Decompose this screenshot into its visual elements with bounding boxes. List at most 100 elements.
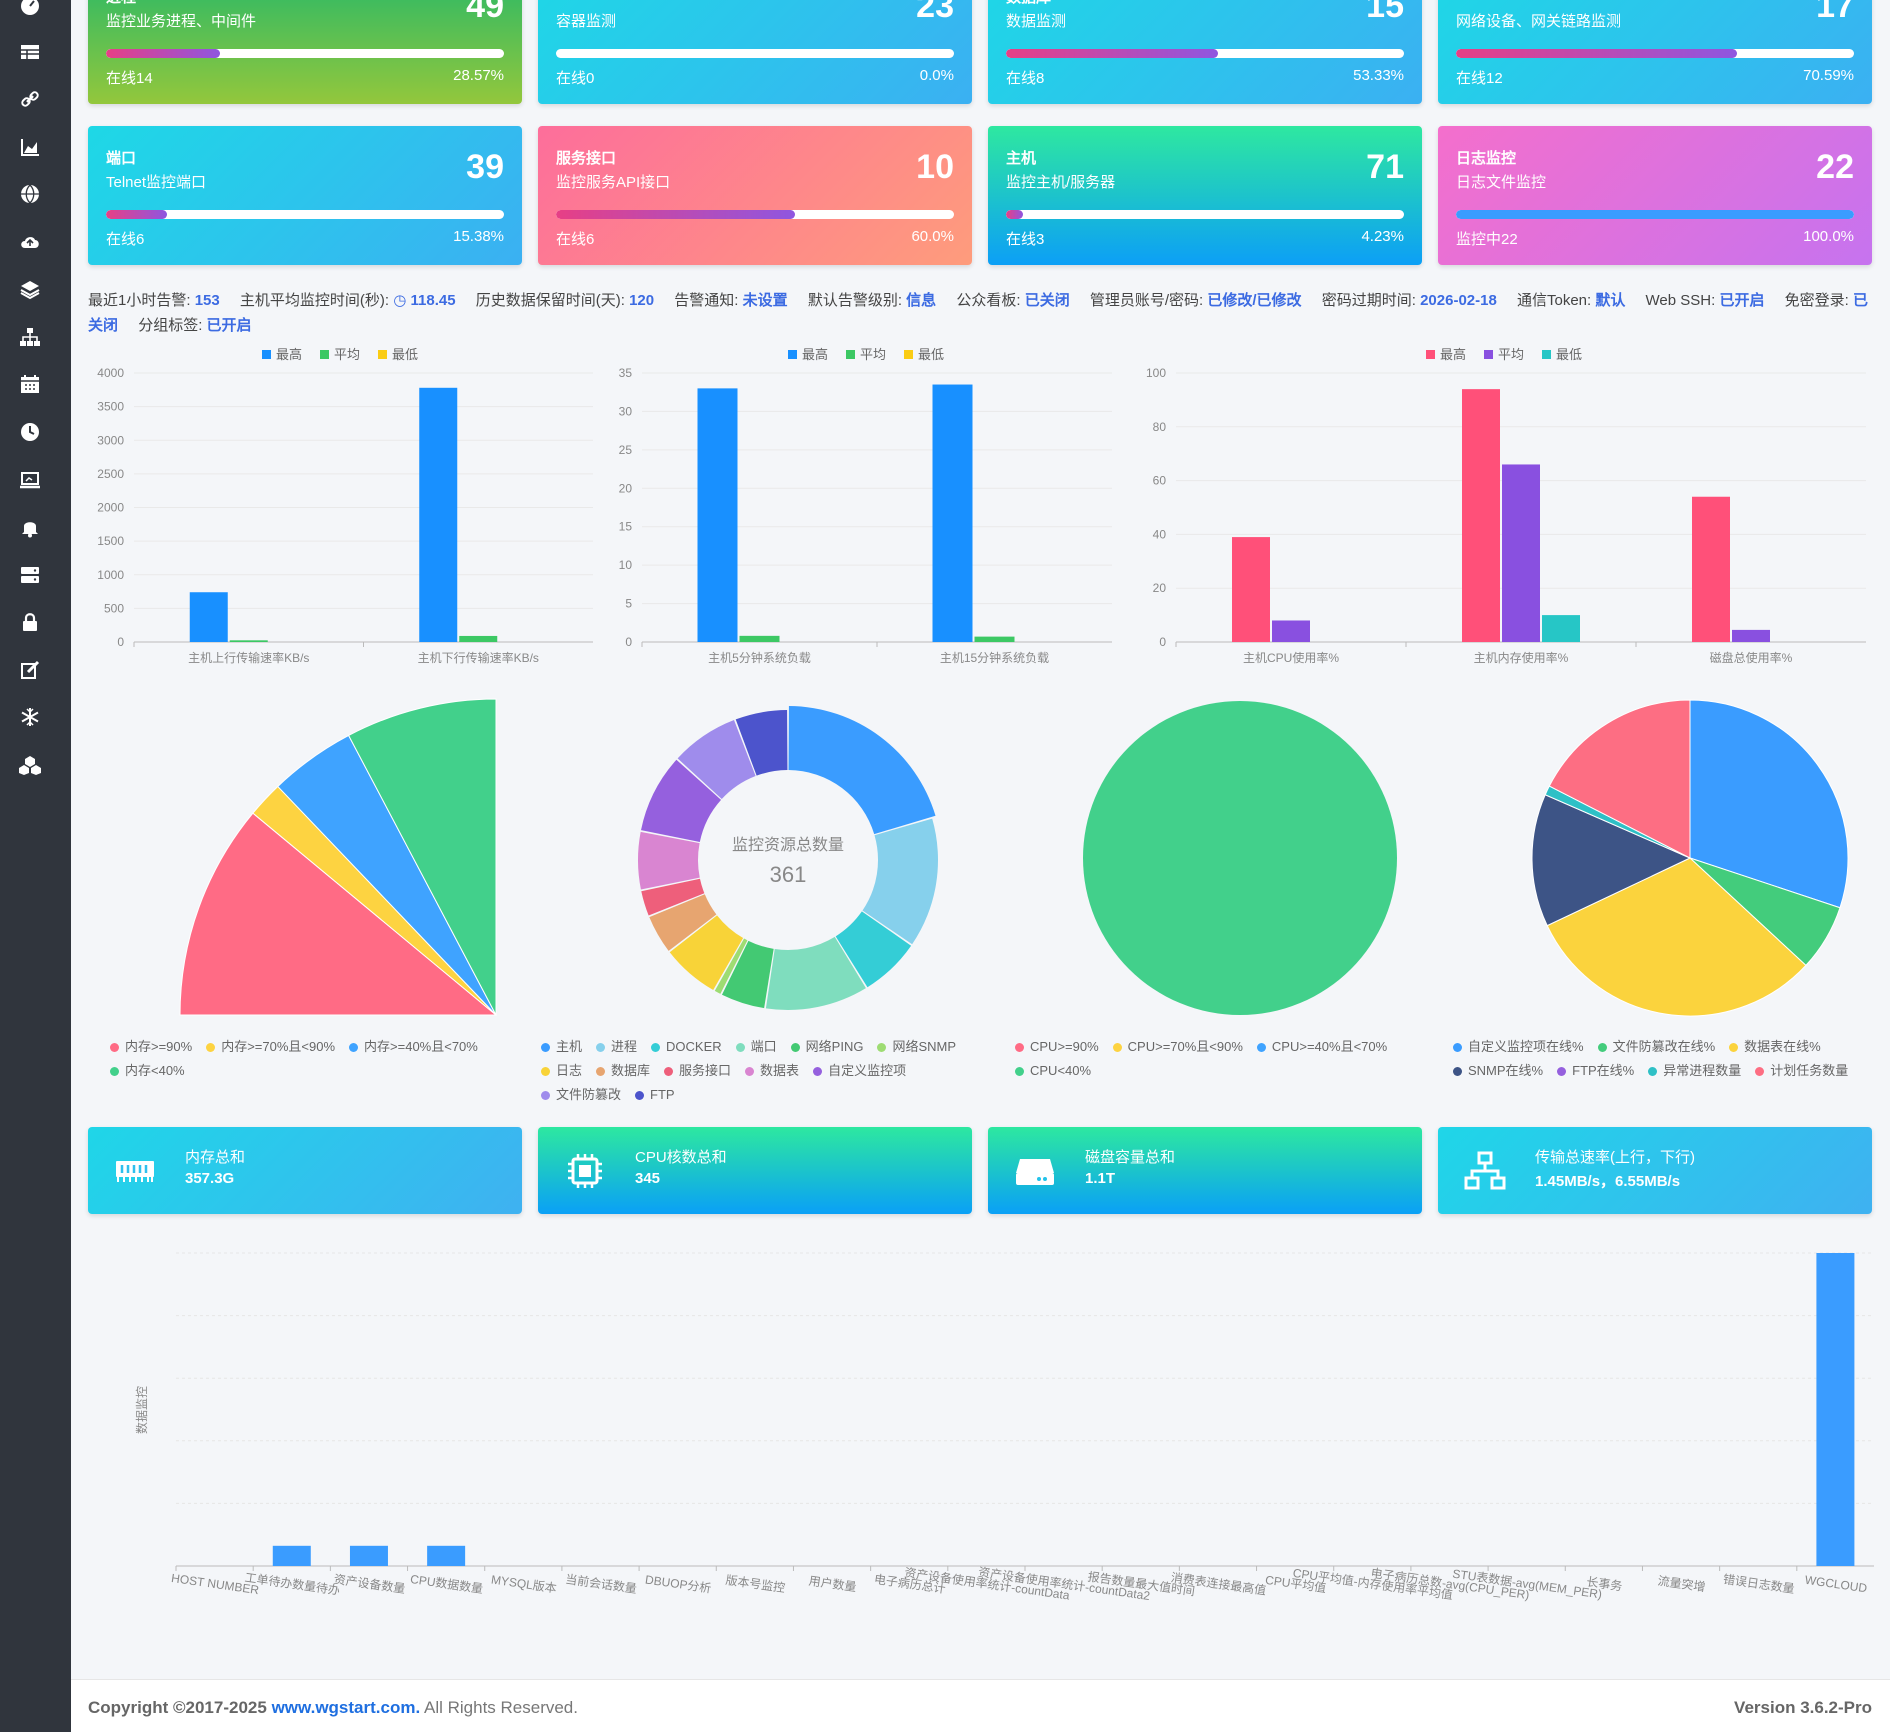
bar-最高: [1232, 537, 1270, 642]
sidebar: [0, 0, 71, 1732]
card-percent: 28.57%: [453, 67, 504, 84]
legend-item[interactable]: 日志: [541, 1059, 582, 1083]
legend-item[interactable]: CPU>=40%且<70%: [1256, 1035, 1387, 1059]
y-tick-label: 4000: [97, 366, 124, 380]
legend-item[interactable]: DOCKER: [651, 1035, 722, 1059]
legend-item[interactable]: FTP: [635, 1083, 675, 1107]
legend-item[interactable]: 计划任务数量: [1755, 1059, 1848, 1083]
snowflake-icon[interactable]: [18, 705, 42, 729]
legend-item[interactable]: 主机: [541, 1035, 582, 1059]
legend-item[interactable]: 数据库: [596, 1059, 650, 1083]
legend-label: 平均: [1498, 347, 1524, 362]
globe-icon[interactable]: [18, 182, 42, 206]
pie-slice-内存<40%: [347, 698, 497, 1016]
server-icon[interactable]: [18, 563, 42, 587]
ssh-value[interactable]: 已开启: [1719, 292, 1765, 309]
card-online-text: 在线6: [106, 231, 145, 248]
legend-item[interactable]: 内存>=90%: [110, 1035, 192, 1059]
y-axis-label: 数据监控: [134, 1386, 149, 1434]
group-value[interactable]: 已开启: [206, 317, 252, 334]
bell-icon[interactable]: [18, 515, 42, 539]
admin-value[interactable]: 已修改/已修改: [1207, 292, 1302, 309]
card-subtitle: 数据监测: [1006, 13, 1067, 30]
website-link[interactable]: www.wgstart.com.: [271, 1698, 421, 1717]
bar-平均: [1272, 620, 1310, 642]
top-card-3[interactable]: PING 网络设备、网关链路监测 17 在线12 70.59%: [1438, 0, 1872, 104]
laptop-icon[interactable]: [18, 468, 42, 492]
level-value[interactable]: 信息: [906, 292, 937, 309]
y-tick-label: 10: [619, 558, 633, 572]
top-card-1[interactable]: DOCKER 容器监测 23 在线0 0.0%: [538, 0, 972, 104]
cloud-upload-icon[interactable]: [18, 230, 42, 254]
network-speed-chart: 最高 平均 最低 0 500 1000 1500 2000 2500 3000 3500 4000 主机…: [88, 342, 603, 677]
card-subtitle: Telnet监控端口: [106, 174, 207, 191]
stat-value: 1.45MB/s，6.55MB/s: [1535, 1173, 1681, 1190]
legend-item[interactable]: 数据表在线%: [1729, 1035, 1821, 1059]
x-tick-label: 长事务: [1586, 1574, 1624, 1594]
legend-item[interactable]: 自定义监控项: [813, 1059, 906, 1083]
legend-item[interactable]: 数据表: [745, 1059, 799, 1083]
legend-item[interactable]: 文件防篡改: [541, 1083, 621, 1107]
card-subtitle: 监控业务进程、中间件: [106, 13, 257, 30]
layers-icon[interactable]: [18, 277, 42, 301]
version-label: Version 3.6.2-Pro: [1734, 1698, 1872, 1717]
edit-icon[interactable]: [18, 658, 42, 682]
board-value[interactable]: 已关闭: [1024, 292, 1070, 309]
legend-label: 数据库: [611, 1063, 651, 1078]
legend-item[interactable]: 进程: [596, 1035, 637, 1059]
legend-item[interactable]: CPU<40%: [1015, 1059, 1091, 1083]
bar-WGCLOUD: [1816, 1253, 1855, 1566]
legend-item[interactable]: 端口: [735, 1035, 777, 1059]
mid-card-0[interactable]: 端口 Telnet监控端口 39 在线6 15.38%: [88, 126, 522, 265]
bar-最高: [1462, 389, 1500, 642]
legend-item[interactable]: SNMP在线%: [1453, 1059, 1543, 1083]
legend-item[interactable]: 网络SNMP: [877, 1035, 956, 1059]
bar-平均: [1732, 629, 1770, 642]
dashboard-icon[interactable]: [18, 0, 42, 18]
stat-value: 357.3G: [185, 1170, 235, 1187]
notify-value[interactable]: 未设置: [742, 292, 788, 309]
y-tick-label: 1500: [97, 534, 124, 548]
legend-item[interactable]: FTP在线%: [1557, 1059, 1634, 1083]
link-icon[interactable]: [18, 87, 42, 111]
mid-card-1[interactable]: 服务接口 监控服务API接口 10 在线6 60.0%: [538, 126, 972, 265]
legend-item[interactable]: 服务接口: [664, 1059, 731, 1083]
lock-icon[interactable]: [18, 610, 42, 634]
top-card-0[interactable]: 进程监控业务进程、中间件 49 在线14 28.57%: [88, 0, 522, 104]
top-card-2[interactable]: 数据库数据监测 15 在线8 53.33%: [988, 0, 1422, 104]
card-online-text: 监控中22: [1456, 231, 1518, 248]
stat-value: 345: [635, 1170, 661, 1187]
token-value[interactable]: 默认: [1595, 292, 1626, 309]
legend-item[interactable]: 内存<40%: [110, 1059, 185, 1083]
table-icon[interactable]: [18, 40, 42, 64]
history-value[interactable]: 120: [629, 292, 655, 309]
y-tick-label: 2000: [97, 501, 124, 515]
legend-item[interactable]: 内存>=70%且<90%: [206, 1035, 335, 1059]
legend-label: 平均: [860, 347, 886, 362]
legend-swatch: [788, 350, 797, 359]
donut-slice-日志: [669, 915, 744, 991]
legend-label: 最低: [918, 347, 944, 362]
alarm-value[interactable]: 153: [194, 292, 220, 309]
clock-icon[interactable]: [18, 420, 42, 444]
donut-slice-进程: [862, 818, 938, 945]
legend-item[interactable]: CPU>=70%且<90%: [1112, 1035, 1243, 1059]
nologin-value[interactable]: 已关闭: [88, 292, 1869, 334]
legend-item[interactable]: CPU>=90%: [1015, 1035, 1099, 1059]
legend-dot: [745, 1067, 755, 1076]
memory-icon: [114, 1151, 156, 1191]
legend-item[interactable]: 网络PING: [790, 1035, 863, 1059]
card-progress-track: [106, 210, 504, 219]
legend-item[interactable]: 自定义监控项在线%: [1453, 1035, 1584, 1059]
area-chart-icon[interactable]: [18, 135, 42, 159]
mid-card-2[interactable]: 主机 监控主机/服务器 71 在线3 4.23%: [988, 126, 1422, 265]
legend-item[interactable]: 异常进程数量: [1648, 1059, 1741, 1083]
x-tick-label: CPU数据数量: [409, 1571, 484, 1596]
cubes-icon[interactable]: [18, 753, 42, 777]
calendar-icon[interactable]: [18, 372, 42, 396]
legend-item[interactable]: 内存>=40%且<70%: [349, 1035, 478, 1059]
sitemap-icon[interactable]: [18, 325, 42, 349]
card-percent: 4.23%: [1361, 228, 1404, 245]
legend-item[interactable]: 文件防篡改在线%: [1597, 1035, 1715, 1059]
mid-card-3[interactable]: 日志监控 日志文件监控 22 监控中22 100.0%: [1438, 126, 1872, 265]
